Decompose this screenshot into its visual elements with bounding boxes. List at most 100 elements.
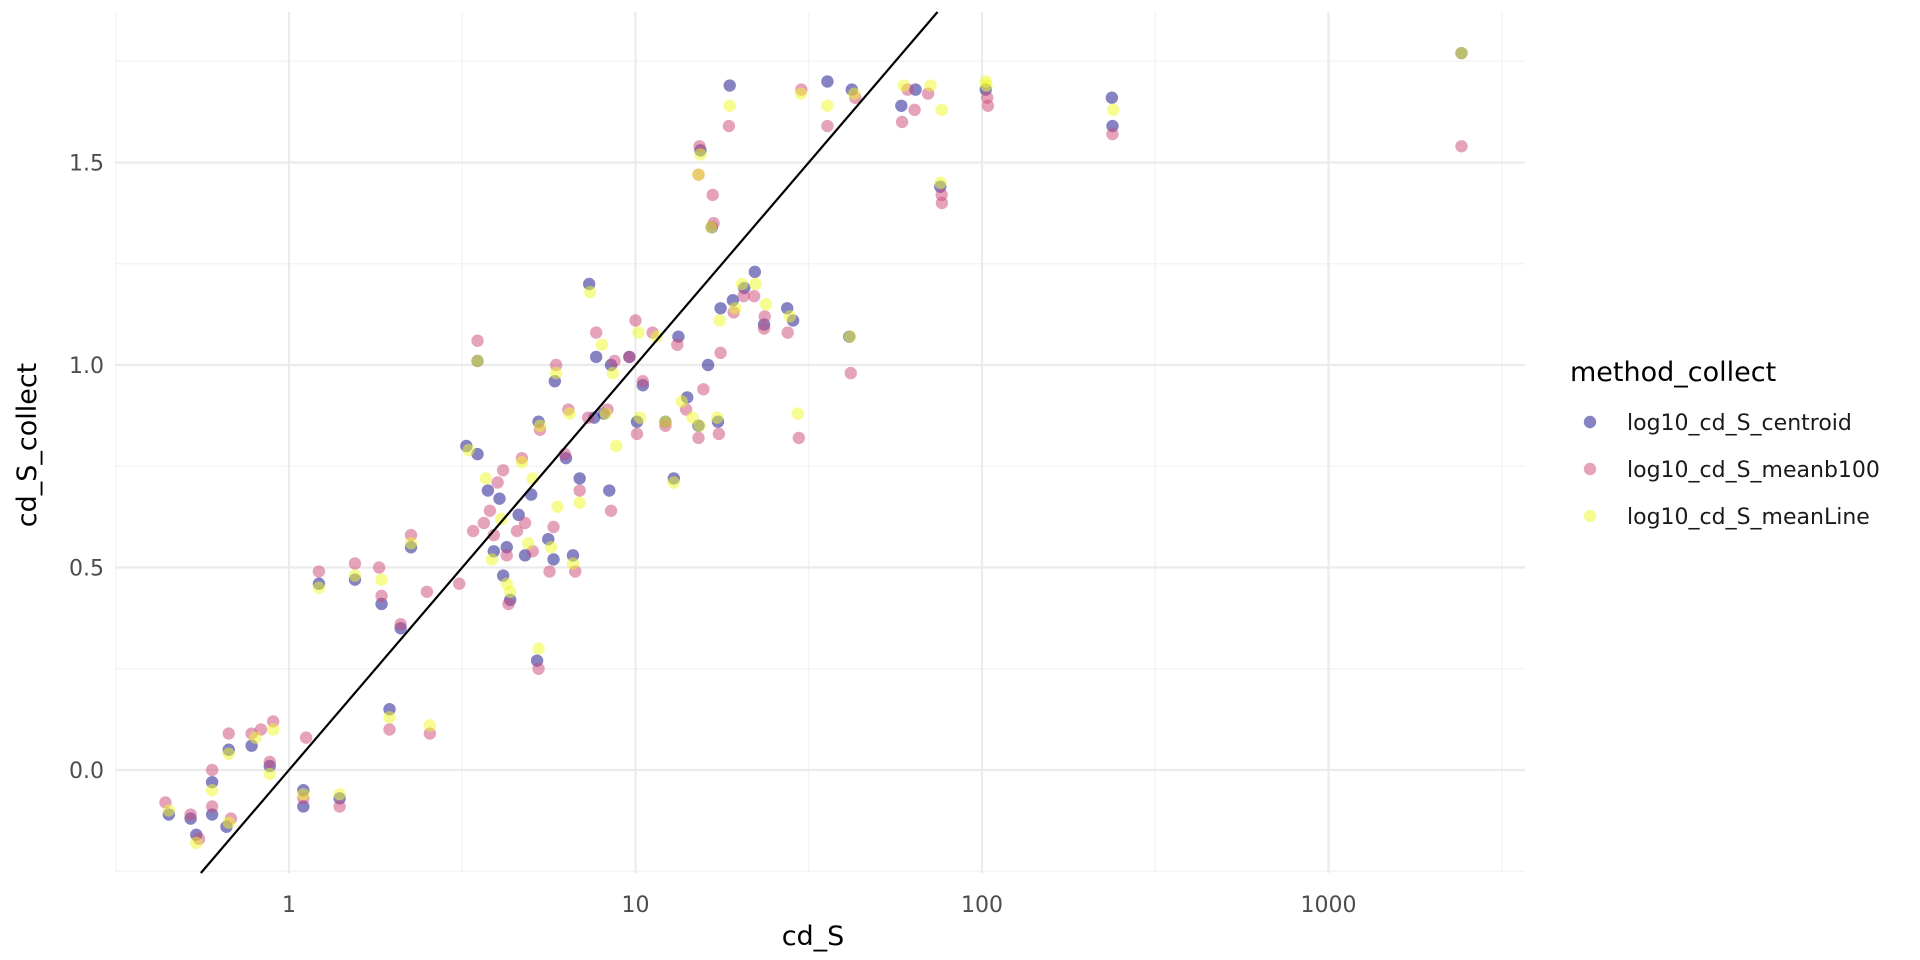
data-point	[783, 310, 797, 323]
data-point	[581, 411, 595, 424]
data-point	[372, 561, 386, 574]
data-point	[924, 79, 937, 92]
data-point	[462, 443, 475, 457]
data-point	[935, 103, 948, 117]
legend-label: log10_cd_S_meanb100	[1627, 458, 1880, 483]
data-point	[526, 472, 539, 485]
data-point	[667, 476, 681, 489]
data-point	[348, 557, 362, 570]
data-point	[844, 366, 857, 380]
data-point	[723, 99, 736, 113]
data-point	[748, 265, 762, 279]
data-point	[423, 719, 437, 732]
data-point	[205, 763, 219, 777]
data-point	[821, 119, 834, 133]
data-point	[297, 788, 310, 801]
legend-key-log10_cd_S_centroid	[1583, 415, 1597, 429]
data-point	[692, 168, 705, 181]
data-point	[595, 338, 609, 351]
data-point	[659, 415, 672, 428]
data-point	[722, 119, 736, 133]
y-tick-label: 1.0	[69, 354, 104, 379]
data-point	[934, 176, 947, 189]
data-point	[573, 472, 586, 485]
data-point	[375, 573, 388, 586]
data-point	[547, 553, 560, 566]
data-point	[737, 289, 750, 303]
x-tick-label: 1000	[1301, 893, 1357, 918]
data-point	[935, 196, 949, 210]
data-point	[589, 326, 603, 339]
y-tick-label: 0.5	[69, 557, 104, 582]
data-point	[524, 488, 538, 501]
x-tick-label: 100	[961, 893, 1003, 918]
series-log10_cd_S_meanb100	[159, 83, 1468, 846]
data-point	[477, 516, 491, 530]
data-point	[610, 439, 623, 453]
data-point	[603, 484, 616, 497]
data-point	[573, 484, 586, 497]
data-point	[348, 569, 362, 582]
data-point	[394, 618, 407, 631]
data-point	[735, 277, 749, 291]
x-tick-label: 1	[282, 893, 296, 918]
y-tick-label: 1.5	[69, 152, 104, 177]
axis-ticks: 1 10 100 1000 0.0 0.5 1.0 1.5	[69, 152, 1357, 919]
data-point	[636, 375, 650, 388]
data-point	[706, 188, 719, 202]
x-tick-label: 10	[622, 893, 650, 918]
data-point	[533, 419, 547, 432]
data-point	[632, 326, 645, 339]
data-point	[895, 99, 908, 113]
data-point	[547, 520, 560, 534]
data-point	[629, 314, 642, 327]
data-point	[1105, 91, 1119, 104]
data-point	[483, 504, 497, 517]
data-point	[222, 727, 235, 740]
data-point	[792, 431, 806, 445]
data-point	[599, 407, 612, 420]
data-point	[500, 549, 513, 562]
data-point	[757, 322, 771, 335]
data-point	[897, 79, 911, 92]
data-point	[205, 800, 219, 813]
data-point	[704, 221, 718, 234]
data-point	[266, 723, 280, 736]
plot-panel: 1 10 100 1000 0.0 0.5 1.0 1.5	[69, 11, 1525, 919]
reference-line-y-equals-x	[200, 11, 939, 874]
data-point	[222, 747, 235, 760]
data-point	[184, 808, 197, 821]
data-point	[551, 500, 564, 513]
data-point	[521, 537, 535, 550]
data-point	[692, 431, 705, 445]
data-point	[481, 484, 495, 497]
data-point	[502, 597, 515, 611]
data-point	[205, 784, 219, 797]
legend-label: log10_cd_S_centroid	[1627, 411, 1852, 436]
data-point	[794, 87, 808, 100]
data-point	[563, 407, 576, 420]
data-point	[532, 642, 545, 655]
data-point	[162, 804, 176, 817]
x-axis-title: cd_S	[782, 921, 845, 952]
data-point	[604, 504, 618, 517]
data-point	[843, 330, 857, 343]
data-point	[383, 711, 396, 724]
data-point	[729, 302, 742, 315]
data-point	[697, 383, 710, 396]
data-point	[908, 103, 921, 117]
data-point	[420, 585, 434, 598]
data-point	[714, 302, 727, 315]
data-point	[222, 816, 235, 829]
data-point	[589, 350, 603, 364]
data-point	[404, 537, 418, 550]
data-point	[821, 99, 834, 113]
data-point	[504, 585, 517, 598]
data-points	[159, 46, 1468, 850]
data-point	[1455, 46, 1468, 60]
data-point	[485, 553, 499, 566]
data-point	[312, 581, 326, 594]
y-tick-label: 0.0	[69, 759, 104, 784]
data-point	[510, 524, 524, 538]
